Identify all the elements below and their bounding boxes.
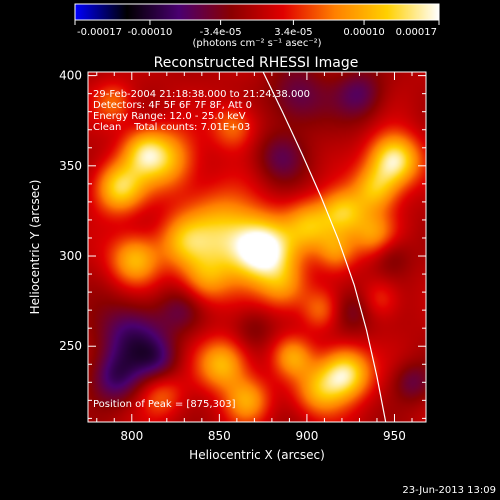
plot-area: 800 850 900 950 250 300 350 400 bbox=[59, 69, 427, 443]
x-tick-label: 850 bbox=[208, 429, 231, 443]
date-stamp: 23-Jun-2013 13:09 bbox=[402, 485, 496, 496]
y-axis-label: Heliocentric Y (arcsec) bbox=[28, 180, 42, 315]
colorbar-tick-label: 0.00017 bbox=[396, 27, 437, 38]
solar-limb-curve bbox=[262, 72, 387, 422]
x-axis-label: Heliocentric X (arcsec) bbox=[189, 448, 325, 462]
y-tick-label: 300 bbox=[59, 249, 82, 263]
colorbar-tick-label: 3.4e-05 bbox=[274, 27, 312, 38]
colorbar-strip bbox=[74, 3, 440, 21]
colorbar: -0.00017 -0.00010 -3.4e-05 3.4e-05 0.00010 0.… bbox=[74, 3, 440, 49]
peak-position-label: Position of Peak = [875,303] bbox=[93, 399, 236, 410]
annotation-detectors: Detectors: 4F 5F 6F 7F 8F, Att 0 bbox=[93, 100, 252, 111]
colorbar-tick-label: 0.00010 bbox=[343, 27, 384, 38]
x-tick-label: 950 bbox=[383, 429, 406, 443]
colorbar-tick-label: -0.00010 bbox=[127, 27, 172, 38]
x-tick-label: 800 bbox=[120, 429, 143, 443]
y-tick-label: 350 bbox=[59, 159, 82, 173]
x-tick-label: 900 bbox=[295, 429, 318, 443]
chart-title: Reconstructed RHESSI Image bbox=[154, 55, 359, 71]
annotation-clean-counts: Clean Total counts: 7.01E+03 bbox=[93, 122, 250, 133]
y-tick-label: 400 bbox=[59, 69, 82, 83]
annotation-energy-range: Energy Range: 12.0 - 25.0 keV bbox=[93, 111, 246, 122]
colorbar-tick-label: -3.4e-05 bbox=[200, 27, 242, 38]
colorbar-tick-label: -0.00017 bbox=[77, 27, 122, 38]
annotation-time-range: 29-Feb-2004 21:18:38.000 to 21:24:38.000 bbox=[93, 89, 310, 100]
plot-frame bbox=[87, 71, 427, 423]
colorbar-units-label: (photons cm⁻² s⁻¹ asec⁻²) bbox=[192, 38, 321, 49]
heatmap-image bbox=[88, 72, 426, 422]
axis-ticks: 800 850 900 950 250 300 350 400 bbox=[59, 69, 426, 443]
colorbar-ticks: -0.00017 -0.00010 -3.4e-05 3.4e-05 0.00010 0.… bbox=[74, 20, 440, 38]
info-annotations: 29-Feb-2004 21:18:38.000 to 21:24:38.000… bbox=[93, 89, 310, 410]
y-tick-label: 250 bbox=[59, 339, 82, 353]
